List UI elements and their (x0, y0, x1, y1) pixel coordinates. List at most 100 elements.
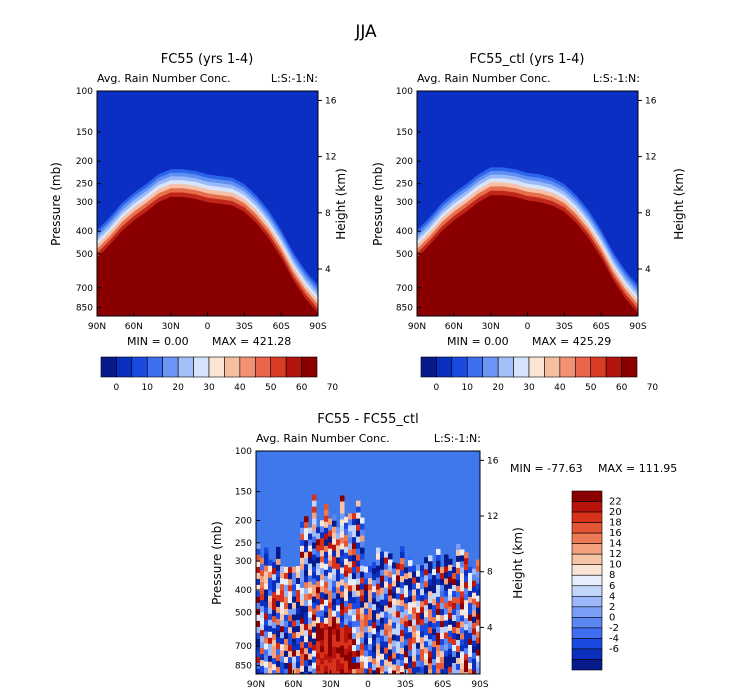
diff-cell (256, 620, 261, 628)
diff-cell (460, 597, 465, 604)
diff-cell (348, 615, 353, 622)
diff-cell (476, 619, 480, 627)
diff-cell (412, 577, 417, 584)
diff-cell (364, 638, 369, 645)
diff-cell (352, 639, 357, 646)
diff-cell (356, 572, 361, 580)
diff-cell (312, 548, 317, 556)
diff-cell (288, 657, 293, 664)
panel1-ytick-label: 400 (76, 227, 93, 237)
diff-cell (416, 606, 421, 614)
diff-cell (420, 565, 425, 572)
diff-cell (356, 542, 361, 550)
diff-cell (360, 547, 365, 555)
diff-cell (260, 624, 265, 631)
diff-cell (416, 630, 421, 638)
panel2-xtick-label: 60S (593, 322, 610, 332)
diff-cell (456, 615, 461, 623)
diff-cell (472, 604, 477, 612)
diff-cell (324, 581, 329, 589)
diff-cell (364, 668, 369, 674)
panel2-xtick-label: 90S (629, 322, 646, 332)
diff-cell (312, 650, 317, 658)
diff-cell (420, 613, 425, 620)
panel1-subtitle: Avg. Rain Number Conc. (97, 72, 231, 85)
diff-cell (324, 611, 329, 619)
diff-cell (308, 641, 313, 649)
diff-cell (412, 583, 417, 590)
colorbar-label: 20 (172, 383, 184, 393)
diff-cell (432, 605, 437, 612)
diff-cell (320, 586, 325, 593)
diff-cell (256, 572, 261, 580)
diff-cell (320, 610, 325, 617)
diff-cell (384, 647, 389, 655)
diff-cell (332, 574, 337, 582)
diff-cell (264, 583, 269, 590)
colorbar-label: 50 (265, 383, 277, 393)
diff-cell (340, 549, 345, 556)
diff-cell (380, 575, 385, 583)
diff-cell (396, 563, 401, 570)
diff-cell (452, 597, 457, 604)
diff-cell (432, 635, 437, 642)
diff-cell (404, 597, 409, 604)
colorbar-label: 8 (609, 570, 615, 581)
diff-cell (356, 506, 361, 514)
diff-cell (332, 598, 337, 606)
diff-cell (460, 549, 465, 556)
diff-cell (304, 522, 309, 529)
diff-cell (380, 641, 385, 649)
diff-cell (432, 569, 437, 576)
diff-cell (268, 601, 273, 609)
diff-cell (464, 582, 469, 589)
diff-cell (468, 626, 473, 634)
diff-cell (308, 581, 313, 589)
diff-cell (276, 546, 281, 554)
diff-cell (392, 580, 397, 587)
diff-cell (348, 555, 353, 562)
diff-cell (260, 642, 265, 649)
colorbar-label: 10 (609, 560, 622, 571)
diff-cell (256, 656, 261, 664)
diff-cell (336, 569, 341, 576)
diff-cell (452, 633, 457, 640)
diff-cell (324, 575, 329, 583)
diff-cell (452, 663, 457, 670)
diff-cell (320, 580, 325, 587)
diff-cell (260, 600, 265, 607)
diff-cell (388, 649, 393, 656)
diff-cell (456, 627, 461, 635)
diff-cell (344, 606, 349, 614)
diff-cell (264, 607, 269, 614)
diff-cell (264, 553, 269, 560)
colorbar-label: 50 (585, 383, 597, 393)
diff-cell (360, 541, 365, 549)
diff-cell (336, 671, 341, 674)
diff-cell (256, 644, 261, 652)
diff-cell (308, 563, 313, 571)
diff-cell (332, 670, 337, 674)
diff-cell (276, 570, 281, 578)
panel3-xtick-label: 90S (471, 680, 488, 690)
diff-cell (444, 632, 449, 639)
diff-cell (372, 616, 377, 623)
diff-cell (320, 568, 325, 575)
diff-cell (460, 639, 465, 646)
diff-cell (384, 659, 389, 667)
diff-cell (440, 645, 445, 652)
diff-cell (400, 642, 405, 649)
diff-cell (300, 647, 305, 655)
diff-cell (320, 670, 325, 674)
diff-cell (452, 567, 457, 574)
diff-cell (420, 583, 425, 590)
colorbar-swatch (571, 522, 603, 534)
diff-cell (368, 590, 373, 597)
diff-cell (324, 617, 329, 625)
diff-cell (324, 629, 329, 637)
diff-cell (400, 630, 405, 637)
panel1-ytick-label: 150 (76, 128, 93, 138)
diff-cell (260, 672, 265, 674)
diff-cell (316, 611, 321, 618)
diff-cell (300, 635, 305, 643)
